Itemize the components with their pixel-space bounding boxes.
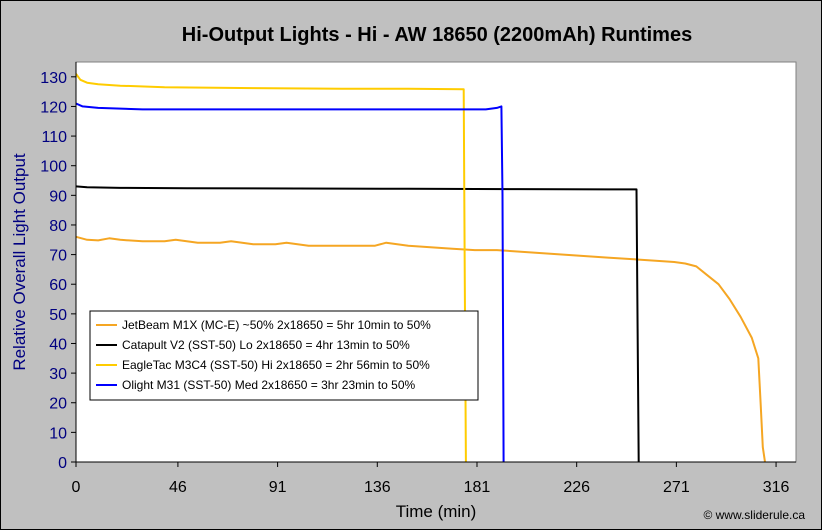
y-tick-label: 20 — [49, 396, 67, 413]
x-tick-label: 91 — [269, 479, 287, 496]
y-tick-label: 40 — [49, 336, 67, 353]
y-tick-label: 90 — [49, 188, 67, 205]
y-tick-label: 0 — [58, 455, 67, 472]
y-axis-label: Relative Overall Light Output — [10, 153, 29, 371]
x-tick-label: 316 — [763, 479, 790, 496]
y-tick-label: 50 — [49, 307, 67, 324]
series-line-3 — [75, 73, 467, 463]
y-tick-label: 120 — [40, 99, 67, 116]
y-tick-label: 10 — [49, 425, 67, 442]
series-line-4 — [75, 102, 505, 463]
plot-area — [75, 61, 797, 463]
x-tick-label: 46 — [169, 479, 187, 496]
legend-label-3: EagleTac M3C4 (SST-50) Hi 2x18650 = 2hr … — [122, 358, 430, 372]
series-line-2 — [75, 185, 640, 463]
x-axis-label: Time (min) — [396, 502, 477, 521]
x-tick-label: 136 — [364, 479, 391, 496]
y-tick-label: 100 — [40, 159, 67, 176]
legend-label-4: Olight M31 (SST-50) Med 2x18650 = 3hr 23… — [122, 378, 415, 392]
y-axis-ticks: 0 10 20 30 40 50 60 70 80 90 100 110 120 130 — [40, 70, 76, 472]
legend-items: JetBeam M1X (MC-E) ~50% 2x18650 = 5hr 10… — [96, 318, 431, 392]
legend-box — [89, 310, 479, 401]
x-tick-label: 0 — [72, 479, 81, 496]
y-tick-label: 110 — [41, 129, 67, 146]
y-tick-label: 130 — [40, 70, 67, 87]
series-lines — [75, 73, 766, 463]
y-tick-label: 30 — [49, 366, 67, 383]
y-tick-label: 70 — [49, 248, 67, 265]
legend: JetBeam M1X (MC-E) ~50% 2x18650 = 5hr 10… — [89, 310, 479, 401]
legend-label-2: Catapult V2 (SST-50) Lo 2x18650 = 4hr 13… — [122, 338, 410, 352]
credit-text: © www.sliderule.ca — [703, 508, 805, 522]
x-tick-label: 181 — [464, 479, 491, 496]
x-tick-label: 226 — [563, 479, 590, 496]
legend-label-1: JetBeam M1X (MC-E) ~50% 2x18650 = 5hr 10… — [122, 318, 431, 332]
x-axis-ticks: 0 46 91 136 181 226 271 316 — [72, 462, 790, 496]
y-tick-label: 80 — [49, 218, 67, 235]
y-tick-label: 60 — [49, 277, 67, 294]
x-tick-label: 271 — [663, 479, 690, 496]
chart-title: Hi-Output Lights - Hi - AW 18650 (2200mA… — [182, 24, 692, 46]
